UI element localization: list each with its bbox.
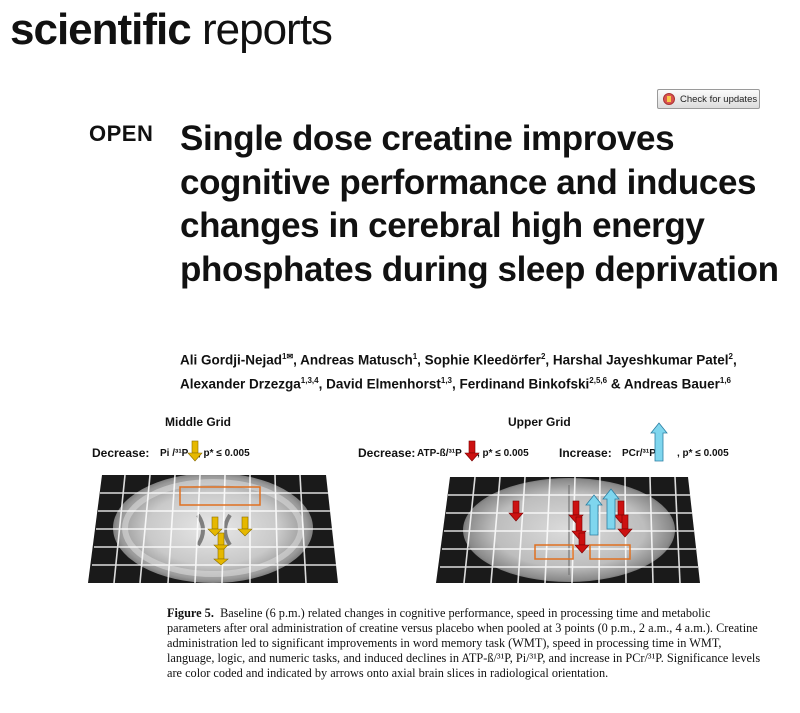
left-pvalue-label: , p* ≤ 0.005 <box>198 448 250 459</box>
brain-slices-graphic <box>88 422 700 583</box>
article-title: Single dose creatine improves cognitive … <box>180 119 779 289</box>
author-name: , Ferdinand Binkofski <box>452 376 590 391</box>
right-decrease-metabolite: ATP-ß/³¹P <box>417 448 462 459</box>
author-name: , Sophie Kleedörfer <box>417 352 541 368</box>
figure-caption-text: Baseline (6 p.m.) related changes in cog… <box>167 606 761 680</box>
right-increase-metabolite: PCr/³¹P <box>622 448 656 459</box>
author-affiliation: 1,6 <box>719 375 731 385</box>
right-decrease-label: Decrease: <box>358 446 416 460</box>
author-line-2: Alexander Drzezga1,3,4, David Elmenhorst… <box>180 371 790 395</box>
right-decrease-pvalue: , p* ≤ 0.005 <box>477 448 529 459</box>
left-metabolite-label: Pi /³¹P <box>160 448 189 459</box>
author-affiliation: 2 <box>728 352 733 361</box>
author-name: Alexander Drzezga <box>180 376 301 391</box>
author-name: , Andreas Matusch <box>293 352 413 368</box>
left-roi-box <box>179 486 261 506</box>
author-name: & Andreas Bauer <box>607 376 720 391</box>
legend-blue-up-arrow <box>650 422 668 462</box>
legend-gold-down-arrow <box>187 440 203 462</box>
left-decrease-label: Decrease: <box>92 446 150 460</box>
legend-red-down-arrow <box>464 440 480 462</box>
right-slice-red-arrows <box>508 500 633 554</box>
check-for-updates-button[interactable]: Check for updates <box>657 89 760 109</box>
journal-name-bold: scientific <box>10 5 192 54</box>
crossmark-icon <box>663 93 675 105</box>
journal-logo: scientific reports <box>10 2 333 58</box>
right-slice-blue-arrows <box>585 488 620 536</box>
author-name: , Harshal Jayeshkumar Patel <box>545 352 729 368</box>
journal-name-light: reports <box>201 5 333 54</box>
right-roi-box-2 <box>589 544 631 560</box>
author-line-1: Ali Gordji-Nejad1✉, Andreas Matusch1, So… <box>180 347 790 371</box>
author-name: Ali Gordji-Nejad <box>180 352 283 368</box>
figure-caption: Figure 5. Baseline (6 p.m.) related chan… <box>167 606 767 681</box>
upper-grid-heading: Upper Grid <box>508 415 571 429</box>
author-affiliation: 1,3 <box>440 375 452 385</box>
author-affiliation: 2 <box>540 352 546 361</box>
author-affiliation: 2,5,6 <box>589 375 608 385</box>
author-name: , <box>732 352 737 368</box>
figure-5: Middle Grid Decrease: Pi /³¹P , p* ≤ 0.0… <box>80 405 770 605</box>
middle-grid-heading: Middle Grid <box>165 415 231 429</box>
left-slice-gold-arrows <box>207 516 253 566</box>
right-grid <box>440 477 698 583</box>
right-roi-box-1 <box>534 544 574 560</box>
author-affiliation: 1✉ <box>282 352 294 361</box>
author-affiliation: 1,3,4 <box>300 375 319 385</box>
right-increase-label: Increase: <box>559 446 612 460</box>
author-affiliation: 1 <box>412 352 418 361</box>
figure-label: Figure 5. <box>167 606 214 620</box>
author-name: , David Elmenhorst <box>318 376 441 391</box>
check-for-updates-label: Check for updates <box>680 93 758 105</box>
author-list: Ali Gordji-Nejad1✉, Andreas Matusch1, So… <box>180 347 790 394</box>
right-increase-pvalue: , p* ≤ 0.005 <box>677 448 729 459</box>
open-access-label: OPEN <box>89 121 154 146</box>
